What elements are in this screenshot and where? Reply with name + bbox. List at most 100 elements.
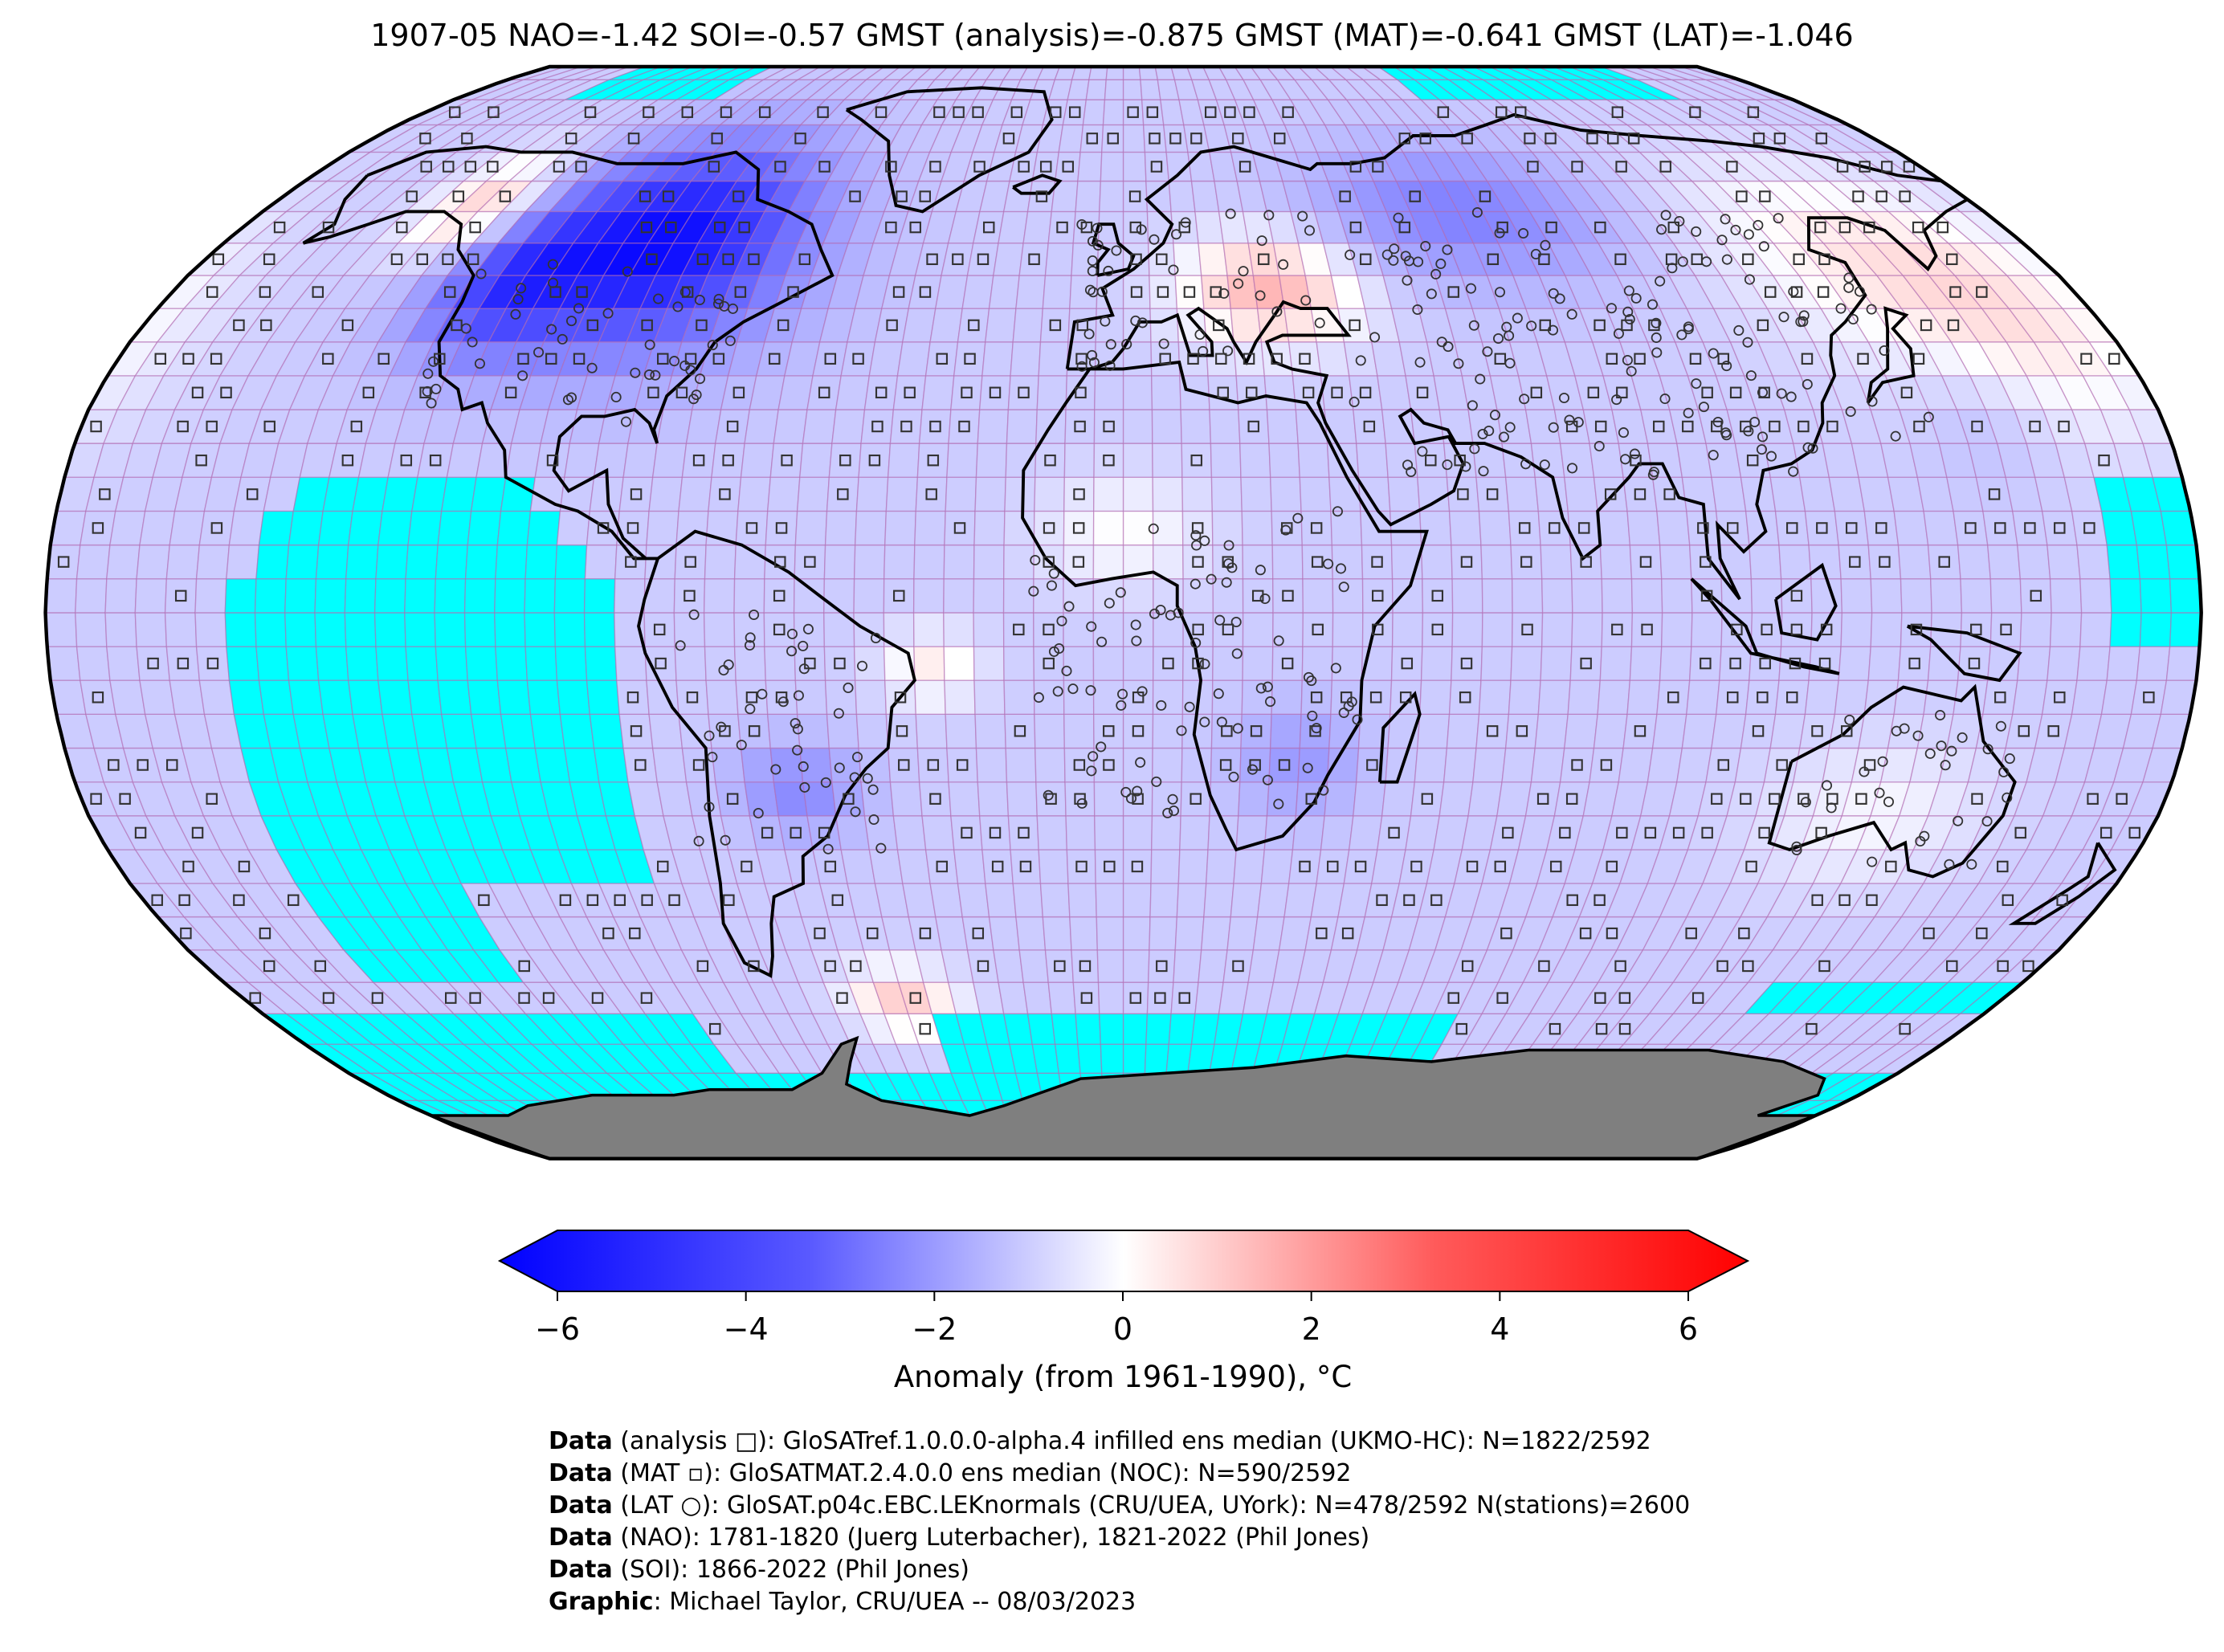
grid-cell <box>1480 646 1513 681</box>
grid-cell <box>411 476 448 512</box>
grid-cell <box>1593 713 1628 749</box>
grid-cell <box>1271 646 1304 681</box>
grid-cell <box>1015 275 1047 309</box>
grid-cell <box>973 577 1005 614</box>
grid-cell <box>2136 544 2171 580</box>
grid-cell <box>1867 544 1902 580</box>
grid-cell <box>1774 679 1810 716</box>
credit-text: : Michael Taylor, CRU/UEA -- 08/03/2023 <box>653 1588 1136 1616</box>
grid-cell <box>733 577 765 614</box>
grid-cell <box>773 409 808 444</box>
grid-cell <box>463 612 496 647</box>
grid-cell <box>559 713 595 749</box>
grid-cell <box>946 443 979 478</box>
grid-cell <box>975 747 1008 783</box>
grid-cell <box>950 815 983 850</box>
grid-cell <box>1711 476 1747 512</box>
grid-cell <box>1422 612 1454 647</box>
grid-cell <box>1096 949 1124 983</box>
grid-cell <box>1385 443 1418 478</box>
grid-cell <box>863 375 899 410</box>
grid-cell <box>616 679 650 716</box>
grid-cell <box>2012 679 2048 716</box>
grid-cell <box>373 577 406 614</box>
grid-cell <box>1510 646 1543 681</box>
grid-cell <box>1659 544 1692 580</box>
grid-cell <box>648 713 684 749</box>
grid-cell <box>1297 443 1330 478</box>
credit-heading: Data <box>549 1427 613 1455</box>
grid-cell <box>1564 713 1598 749</box>
grid-cell <box>1062 99 1088 126</box>
grid-cell <box>945 476 977 512</box>
grid-cell <box>1209 781 1241 817</box>
grid-cell <box>1071 66 1092 80</box>
grid-cell <box>1451 577 1483 614</box>
grid-cell <box>1870 612 1903 647</box>
grid-cell <box>1541 612 1573 647</box>
grid-cell <box>1381 409 1416 444</box>
grid-cell <box>896 341 931 377</box>
grid-cell <box>169 679 206 716</box>
grid-cell <box>704 544 737 580</box>
grid-cell <box>314 612 347 647</box>
grid-cell <box>1088 66 1108 80</box>
grid-cell <box>1092 646 1124 681</box>
grid-cell <box>195 544 231 580</box>
grid-cell <box>1348 815 1383 850</box>
grid-cell <box>1630 612 1663 647</box>
grid-cell <box>1022 210 1053 244</box>
grid-cell <box>1067 79 1090 100</box>
grid-cell <box>813 66 855 80</box>
grid-cell <box>1018 242 1049 276</box>
grid-cell <box>1122 443 1153 478</box>
grid-cell <box>377 679 413 716</box>
grid-cell <box>1893 679 1929 716</box>
grid-cell <box>1033 577 1064 614</box>
grid-cell <box>1540 646 1573 681</box>
grid-cell <box>1151 409 1182 444</box>
grid-cell <box>614 577 646 614</box>
grid-cell <box>1200 275 1232 309</box>
grid-cell <box>1149 883 1180 918</box>
grid-cell <box>1122 981 1149 1014</box>
grid-cell <box>1651 713 1687 749</box>
grid-cell <box>1715 679 1750 716</box>
grid-cell <box>407 679 443 716</box>
grid-cell <box>1266 409 1299 444</box>
grid-cell <box>434 612 467 647</box>
grid-cell <box>584 544 618 580</box>
grid-cell <box>892 815 927 850</box>
grid-cell <box>853 577 885 614</box>
grid-cell <box>864 66 902 80</box>
grid-cell <box>1018 949 1049 983</box>
grid-cell <box>1508 679 1541 716</box>
grid-cell <box>826 713 859 749</box>
grid-cell <box>1095 883 1124 918</box>
grid-cell <box>1122 849 1153 884</box>
grid-cell <box>1007 375 1039 410</box>
grid-cell <box>1300 510 1333 546</box>
grid-cell <box>1930 577 1963 614</box>
grid-cell <box>1510 544 1543 580</box>
grid-cell <box>1478 510 1512 546</box>
grid-cell <box>914 510 946 546</box>
grid-cell <box>1629 544 1663 580</box>
grid-cell <box>796 476 830 512</box>
grid-cell <box>918 409 952 444</box>
grid-cell <box>583 577 616 614</box>
colorbar-tick-label: 6 <box>1679 1311 1698 1347</box>
grid-cell <box>1141 99 1165 126</box>
grid-cell <box>1953 510 1989 546</box>
grid-cell <box>1567 679 1602 716</box>
grid-cell <box>1207 375 1239 410</box>
grid-cell <box>648 476 684 512</box>
grid-cell <box>618 713 654 749</box>
grid-cell <box>1569 646 1602 681</box>
grid-cell <box>616 510 650 546</box>
grid-cell <box>1599 646 1633 681</box>
grid-cell <box>1181 476 1214 512</box>
grid-cell <box>1299 476 1332 512</box>
grid-cell <box>1361 544 1394 580</box>
grid-cell <box>1443 747 1477 783</box>
